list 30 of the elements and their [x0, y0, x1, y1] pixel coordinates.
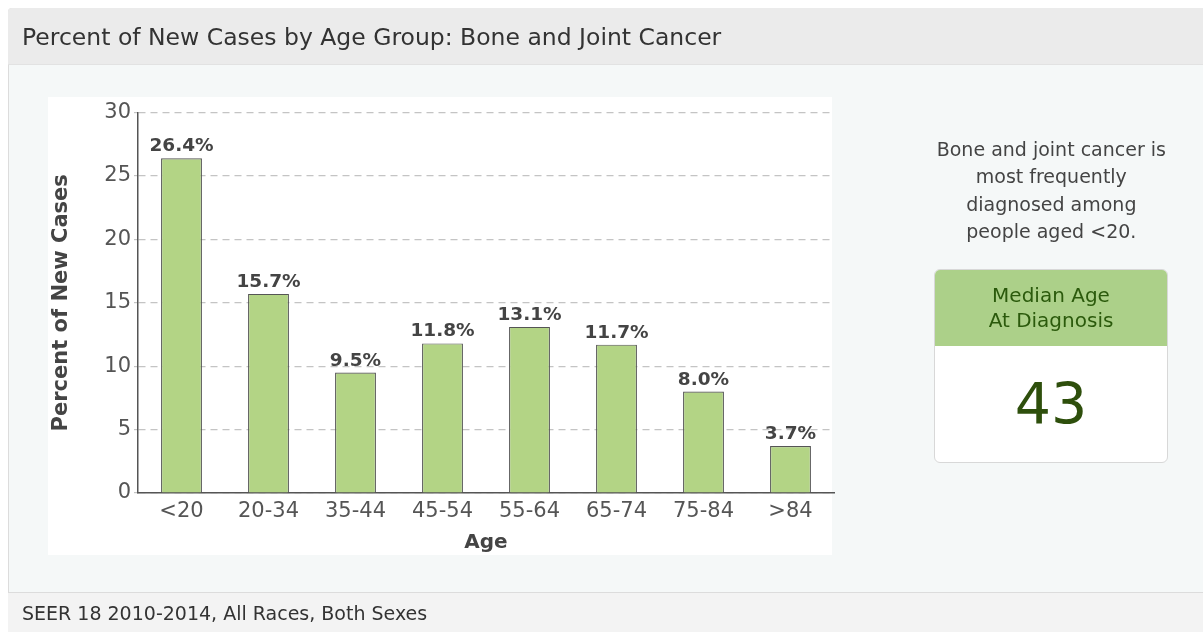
text: Median Age At Diagnosis: [987, 283, 1115, 333]
y-axis-title: Percent of New Cases: [48, 174, 73, 432]
x-axis-title: Age: [464, 529, 508, 554]
x-tick-label: <20: [159, 498, 204, 523]
data-label: 13.1%: [497, 302, 562, 324]
data-label: 3.7%: [764, 422, 817, 444]
data-label: 11.7%: [584, 320, 649, 342]
data-label: 11.8%: [410, 319, 475, 341]
x-tick-label: 35-44: [324, 498, 387, 523]
x-tick-label: 45-54: [411, 498, 474, 523]
y-tick-label: 10: [104, 352, 131, 377]
text: SEER 18 2010-2014, All Races, Both Sexes: [22, 601, 428, 625]
x-tick-label: >84: [768, 498, 813, 523]
y-tick-label: 5: [117, 416, 131, 441]
chart-title: Percent of New Cases by Age Group: Bone and Joint Cancer: [22, 23, 722, 51]
x-tick-label: 75-84: [672, 498, 735, 523]
text: Bone and joint cancer is most frequently diagnosed among people aged <20.: [935, 137, 1167, 245]
text: 43: [1014, 371, 1088, 437]
data-label: 8.0%: [677, 367, 730, 389]
x-tick-label: 55-64: [498, 498, 561, 523]
y-tick-label: 30: [104, 99, 131, 124]
x-tick-label: 20-34: [237, 498, 300, 523]
y-tick-label: 20: [104, 225, 131, 250]
y-tick-label: 25: [104, 162, 131, 187]
data-label: 15.7%: [236, 269, 301, 291]
y-tick-label: 0: [117, 479, 131, 504]
data-label: 9.5%: [329, 348, 382, 370]
x-tick-label: 65-74: [585, 498, 648, 523]
y-tick-label: 15: [104, 289, 131, 314]
data-label: 26.4%: [149, 134, 214, 156]
